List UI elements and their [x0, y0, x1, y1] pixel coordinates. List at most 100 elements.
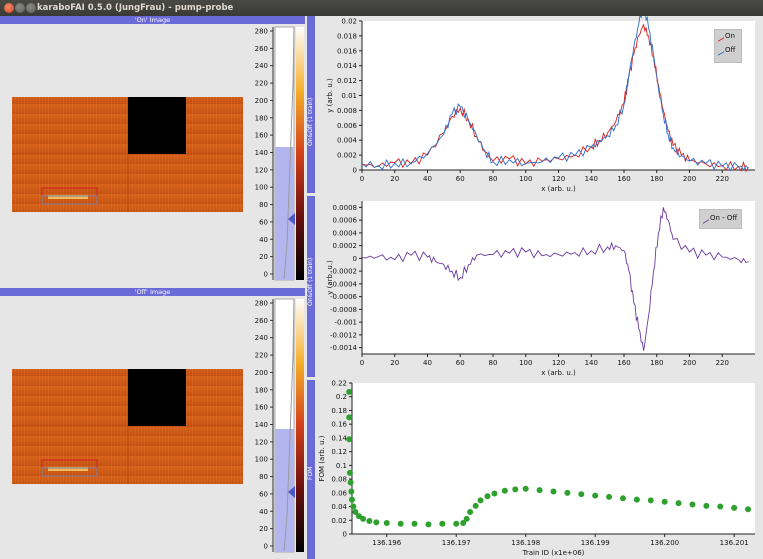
x-tick-label: 160	[617, 359, 630, 367]
x-axis-label: x (arb. u.)	[541, 185, 576, 193]
fom-point	[349, 496, 355, 503]
colorbar-tick-label: 280	[255, 300, 268, 308]
on-level-handle-icon[interactable]	[288, 213, 295, 225]
y-tick-label: 0.002	[337, 152, 357, 160]
off-image-header: 'Off' Image	[0, 288, 305, 296]
y-tick-label: 0.01	[341, 92, 357, 100]
y-tick-label: 0.02	[341, 18, 357, 26]
plot-area	[362, 201, 755, 354]
y-tick-label: -0.0006	[330, 293, 358, 301]
on-detector-image	[12, 97, 243, 212]
colorbar-tick-label: 140	[255, 149, 268, 157]
off-level-handle-icon[interactable]	[288, 486, 295, 498]
diff-legend[interactable]: On - Off	[699, 209, 742, 229]
colorbar-tick-label: 80	[259, 201, 268, 209]
on-off-tab-label: On&Off (1 train)	[307, 97, 314, 146]
series-line-1	[361, 16, 749, 172]
on-histogram-curve	[283, 26, 295, 280]
fom-point	[425, 521, 432, 528]
y-tick-label: 0.18	[331, 407, 347, 415]
fom-plot[interactable]: 136.196 136.197 136.198 136.199 136.200 136.2…	[316, 380, 763, 559]
diff-plot[interactable]: 0 20 40 60 80 100 120 140 160 180 200 220 0.0008 0.00…	[316, 196, 763, 378]
fom-point	[633, 496, 640, 503]
fom-point	[484, 493, 491, 500]
on-off-plot[interactable]: 0 20 40 60 80 100 120 140 160 180 200 220 0 0.002 0.00…	[316, 16, 763, 194]
fom-point	[536, 487, 543, 494]
window-title: karaboFAI 0.5.0 (JungFrau) - pump-probe	[37, 3, 234, 13]
series-line-0	[361, 23, 749, 173]
fom-point	[550, 488, 557, 495]
x-tick-label: 40	[423, 175, 432, 183]
colorbar-tick-label: 180	[255, 114, 268, 122]
fom-point	[397, 520, 404, 527]
colorbar-tick-label: 40	[259, 508, 268, 516]
y-tick-label: 0.04	[331, 503, 347, 511]
y-tick-label: 0.016	[337, 47, 358, 55]
x-tick-label: 136.199	[581, 539, 610, 547]
x-tick-label: 136.198	[511, 539, 540, 547]
fom-point	[366, 517, 373, 524]
colorbar-tick-label: 20	[259, 525, 268, 533]
minimize-window-button[interactable]	[15, 3, 25, 13]
y-tick-label: -0.0008	[330, 306, 357, 314]
y-axis-label: y (arb. u.)	[326, 78, 334, 113]
on-off-legend[interactable]: On Off	[714, 29, 742, 63]
fom-point	[647, 497, 654, 504]
y-tick-label: -0.0014	[330, 344, 358, 352]
colorbar-tick-label: 260	[255, 317, 268, 325]
x-tick-label: 136.197	[442, 539, 471, 547]
y-tick-label: 0.1	[336, 462, 347, 470]
colorbar-tick-label: 60	[259, 490, 268, 498]
colorbar-tick-label: 160	[255, 132, 268, 140]
off-histogram-curve	[283, 298, 295, 552]
diff-legend-swatch	[703, 213, 709, 224]
fom-point	[360, 515, 367, 522]
x-tick-label: 140	[585, 175, 598, 183]
colorbar-tick-label: 0	[264, 543, 268, 551]
off-legend-label: Off	[725, 46, 736, 54]
fom-point	[346, 414, 353, 421]
colorbar-tick-label: 180	[255, 386, 268, 394]
maximize-window-button[interactable]	[26, 3, 36, 13]
diff-tab[interactable]: On&Off (1 train)	[307, 196, 315, 377]
on-roi-2[interactable]	[41, 195, 98, 205]
fom-point	[731, 504, 738, 511]
on-colorbar[interactable]	[296, 27, 304, 280]
fom-point	[564, 489, 571, 496]
x-tick-label: 136.196	[372, 539, 401, 547]
colorbar-tick-label: 0	[264, 271, 268, 279]
x-tick-label: 200	[683, 175, 696, 183]
off-detector-image	[12, 369, 243, 484]
y-tick-label: -0.0012	[330, 331, 357, 339]
colorbar-tick-label: 200	[255, 97, 268, 105]
close-window-button[interactable]	[4, 3, 14, 13]
fom-point	[703, 502, 710, 509]
fom-point	[346, 436, 353, 443]
y-tick-label: -0.001	[334, 319, 357, 327]
fom-point	[373, 519, 380, 526]
fom-point	[467, 509, 474, 516]
colorbar-tick-label: 220	[255, 80, 268, 88]
off-colorbar[interactable]	[296, 299, 304, 552]
colorbar-tick-label: 80	[259, 473, 268, 481]
y-tick-label: 0.14	[331, 434, 347, 442]
x-tick-label: 0	[360, 175, 364, 183]
off-roi-2[interactable]	[41, 467, 98, 477]
colorbar-tick-label: 200	[255, 369, 268, 377]
x-tick-label: 180	[650, 175, 663, 183]
fom-point	[383, 520, 390, 527]
fom-point	[346, 469, 353, 476]
on-off-tab[interactable]: On&Off (1 train)	[307, 16, 315, 193]
colorbar-tick-label: 240	[255, 334, 268, 342]
on-histogram-level[interactable]	[275, 147, 294, 280]
on-legend-swatch	[718, 31, 724, 42]
colorbar-tick-label: 240	[255, 62, 268, 70]
y-tick-label: 0.0004	[333, 229, 358, 237]
x-tick-label: 80	[489, 359, 498, 367]
fom-tab[interactable]: FOM	[307, 380, 315, 559]
y-tick-label: 0.12	[331, 448, 347, 456]
y-tick-label: 0	[343, 531, 347, 539]
